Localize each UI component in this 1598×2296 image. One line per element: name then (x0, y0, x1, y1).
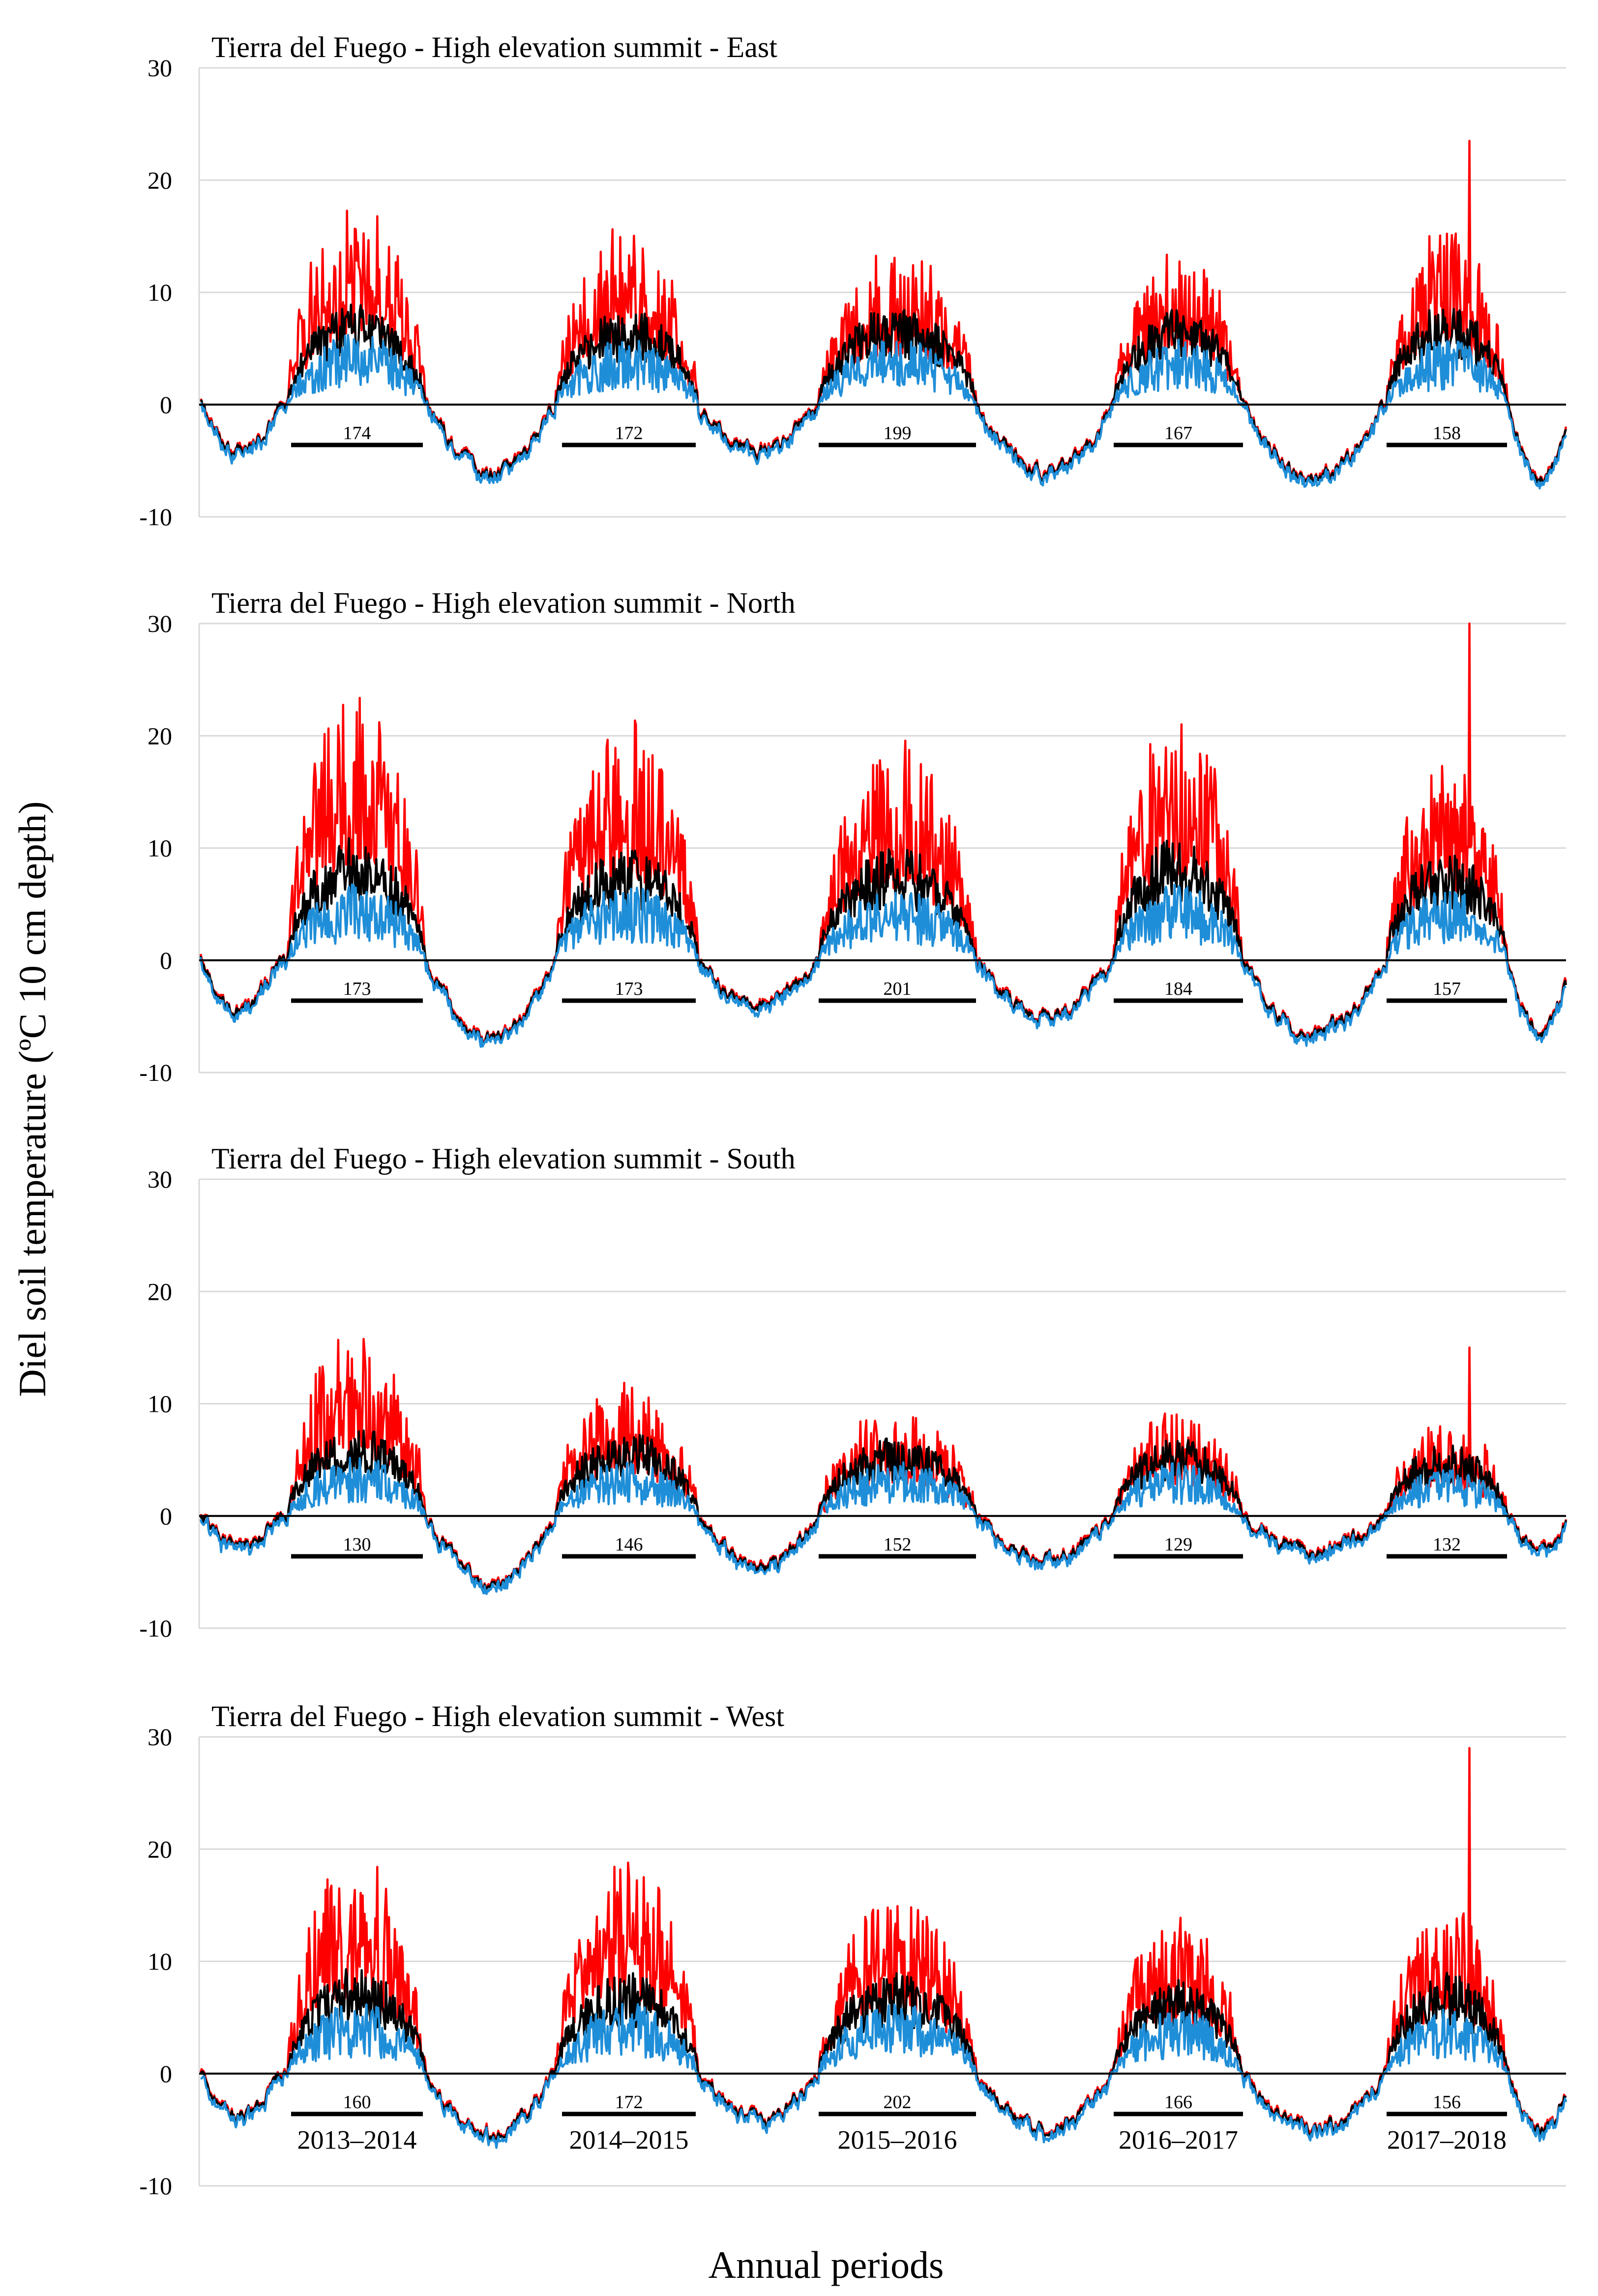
y-tick-label: 10 (148, 279, 172, 306)
growing-days-label: 173 (615, 979, 643, 999)
growing-days-label: 184 (1164, 979, 1192, 999)
growing-days-label: 152 (884, 1534, 912, 1555)
y-tick-label: 30 (148, 1723, 172, 1751)
y-tick-label: 10 (148, 835, 172, 862)
y-tick-label: 10 (148, 1390, 172, 1418)
y-tick-label: 30 (148, 54, 172, 82)
y-tick-label: -10 (139, 2172, 172, 2200)
growing-days-label: 173 (343, 979, 371, 999)
panel-2: Tierra del Fuego - High elevation summit… (139, 587, 1568, 1086)
y-tick-label: 0 (160, 2060, 172, 2087)
growing-days-label: 172 (615, 2092, 643, 2113)
series-min-line (199, 1457, 1568, 1595)
chart-panels: Tierra del Fuego - High elevation summit… (139, 31, 1568, 2200)
growing-days-label: 174 (343, 423, 371, 444)
panel-3: Tierra del Fuego - High elevation summit… (139, 1142, 1568, 1642)
y-tick-label: 0 (160, 1502, 172, 1530)
growing-days-label: 132 (1433, 1534, 1461, 1555)
panel-title: Tierra del Fuego - High elevation summit… (211, 1142, 796, 1175)
growing-days-label: 201 (884, 979, 912, 999)
y-tick-label: 20 (148, 1278, 172, 1305)
growing-days-label: 160 (343, 2092, 371, 2113)
y-tick-label: 0 (160, 391, 172, 418)
series-min-line (200, 2002, 1568, 2149)
y-tick-label: 20 (148, 722, 172, 749)
series-min-line (199, 883, 1567, 1048)
period-label: 2013–2014 (297, 2125, 417, 2155)
panel-1: Tierra del Fuego - High elevation summit… (139, 31, 1568, 531)
growing-days-label: 167 (1164, 423, 1192, 444)
y-axis-title: Diel soil temperature (ºC 10 cm depth) (11, 801, 54, 1397)
growing-days-label: 166 (1164, 2092, 1192, 2113)
period-label: 2016–2017 (1119, 2125, 1238, 2155)
x-axis-title: Annual periods (709, 2243, 944, 2286)
panel-title: Tierra del Fuego - High elevation summit… (211, 587, 796, 619)
growing-days-label: 130 (343, 1534, 371, 1555)
growing-days-label: 156 (1433, 2092, 1461, 2113)
period-label: 2015–2016 (838, 2125, 957, 2155)
y-tick-label: 10 (148, 1948, 172, 1975)
series-min-line (199, 333, 1568, 490)
y-tick-label: 30 (148, 1165, 172, 1193)
period-label: 2014–2015 (569, 2125, 689, 2155)
y-tick-label: -10 (139, 1614, 172, 1642)
period-label: 2017–2018 (1387, 2125, 1507, 2155)
growing-days-label: 158 (1433, 423, 1461, 444)
growing-days-label: 146 (615, 1534, 643, 1555)
growing-days-label: 157 (1433, 979, 1461, 999)
y-tick-label: 30 (148, 610, 172, 637)
y-tick-label: -10 (139, 503, 172, 531)
panel-title: Tierra del Fuego - High elevation summit… (211, 31, 777, 63)
series-max-line (199, 1747, 1567, 2141)
growing-days-label: 202 (884, 2092, 912, 2113)
growing-days-label: 172 (615, 423, 643, 444)
panel-title: Tierra del Fuego - High elevation summit… (211, 1700, 784, 1732)
growing-days-label: 129 (1164, 1534, 1192, 1555)
y-tick-label: 0 (160, 947, 172, 974)
panel-4: Tierra del Fuego - High elevation summit… (139, 1700, 1568, 2200)
y-tick-label: -10 (139, 1059, 172, 1086)
y-tick-label: 20 (148, 1835, 172, 1863)
growing-days-label: 199 (884, 423, 912, 444)
y-tick-label: 20 (148, 166, 172, 194)
